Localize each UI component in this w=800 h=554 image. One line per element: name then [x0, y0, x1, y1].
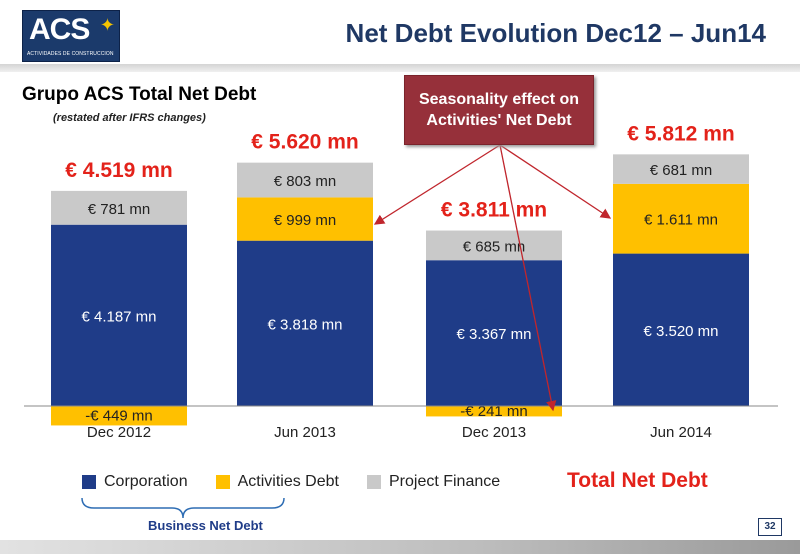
bar-segment-corporation [613, 253, 749, 406]
total-label: € 3.811 mn [441, 199, 547, 222]
legend-item-corporation: Corporation [82, 473, 188, 491]
total-label: € 5.620 mn [251, 131, 358, 154]
acs-logo: ACS ✦ ACTIVIDADES DE CONSTRUCCIÓN Y SERV… [22, 10, 120, 62]
data-label-activities: -€ 241 mn [460, 403, 528, 420]
chart-title: Grupo ACS Total Net Debt [22, 84, 257, 105]
bar-segment-corporation [426, 260, 562, 406]
legend-label-project: Project Finance [388, 473, 501, 490]
data-label-corporation: € 4.187 mn [81, 308, 156, 325]
chart-subtitle: (restated after IFRS changes) [53, 112, 206, 124]
data-label-corporation: € 3.520 mn [643, 323, 718, 340]
bar-segment-project [613, 154, 749, 184]
logo-subtitle: ACTIVIDADES DE CONSTRUCCIÓN Y SERVICIOS [27, 51, 115, 57]
page-title: Net Debt Evolution Dec12 – Jun14 [345, 18, 766, 48]
bar-segment-corporation [237, 240, 373, 406]
logo-star-icon: ✦ [99, 15, 115, 35]
legend-label-activities: Activities Debt [237, 473, 339, 490]
title-divider [0, 64, 800, 72]
bar-segment-corporation [51, 224, 187, 406]
data-label-project: € 803 mn [274, 173, 337, 190]
category-label: Jun 2013 [274, 424, 336, 441]
bar-segment-project [426, 230, 562, 261]
data-label-activities: -€ 449 mn [85, 408, 153, 425]
page-number: 32 [758, 518, 782, 536]
data-label-activities: € 1.611 mn [644, 212, 718, 229]
bar-segment-activities [51, 406, 187, 426]
total-label: € 5.812 mn [627, 122, 734, 145]
callout-arrow [499, 144, 612, 219]
callout-arrow [373, 144, 501, 225]
bar-segment-activities [426, 406, 562, 417]
data-label-project: € 685 mn [463, 238, 526, 255]
legend-swatch-corporation [82, 475, 96, 489]
bar-segment-project [237, 162, 373, 198]
data-label-corporation: € 3.367 mn [456, 326, 531, 343]
legend-item-activities: Activities Debt [215, 473, 339, 491]
legend-total-net-debt: Total Net Debt [567, 469, 708, 492]
category-label: Dec 2013 [462, 424, 526, 441]
data-label-activities: € 999 mn [274, 212, 337, 229]
business-net-debt-label: Business Net Debt [148, 518, 263, 533]
bar-segment-project [51, 190, 187, 225]
legend-item-project: Project Finance [366, 473, 501, 491]
data-label-corporation: € 3.818 mn [267, 316, 342, 333]
business-net-debt-brace [81, 497, 285, 519]
logo-text: ACS [29, 13, 90, 46]
data-label-project: € 681 mn [650, 162, 713, 179]
seasonality-callout: Seasonality effect on Activities' Net De… [404, 75, 594, 145]
chart-legend: Corporation Activities Debt Project Fina… [82, 472, 528, 492]
total-label: € 4.519 mn [65, 159, 172, 182]
bar-segment-activities [237, 197, 373, 241]
category-label: Jun 2014 [650, 424, 712, 441]
footer-bar [0, 540, 800, 554]
callout-arrow [499, 144, 557, 412]
legend-swatch-activities [215, 475, 230, 489]
category-label: Dec 2012 [87, 424, 151, 441]
bar-segment-activities [613, 183, 749, 254]
data-label-project: € 781 mn [88, 201, 151, 218]
legend-swatch-project [366, 475, 381, 489]
legend-label-corporation: Corporation [104, 473, 188, 490]
